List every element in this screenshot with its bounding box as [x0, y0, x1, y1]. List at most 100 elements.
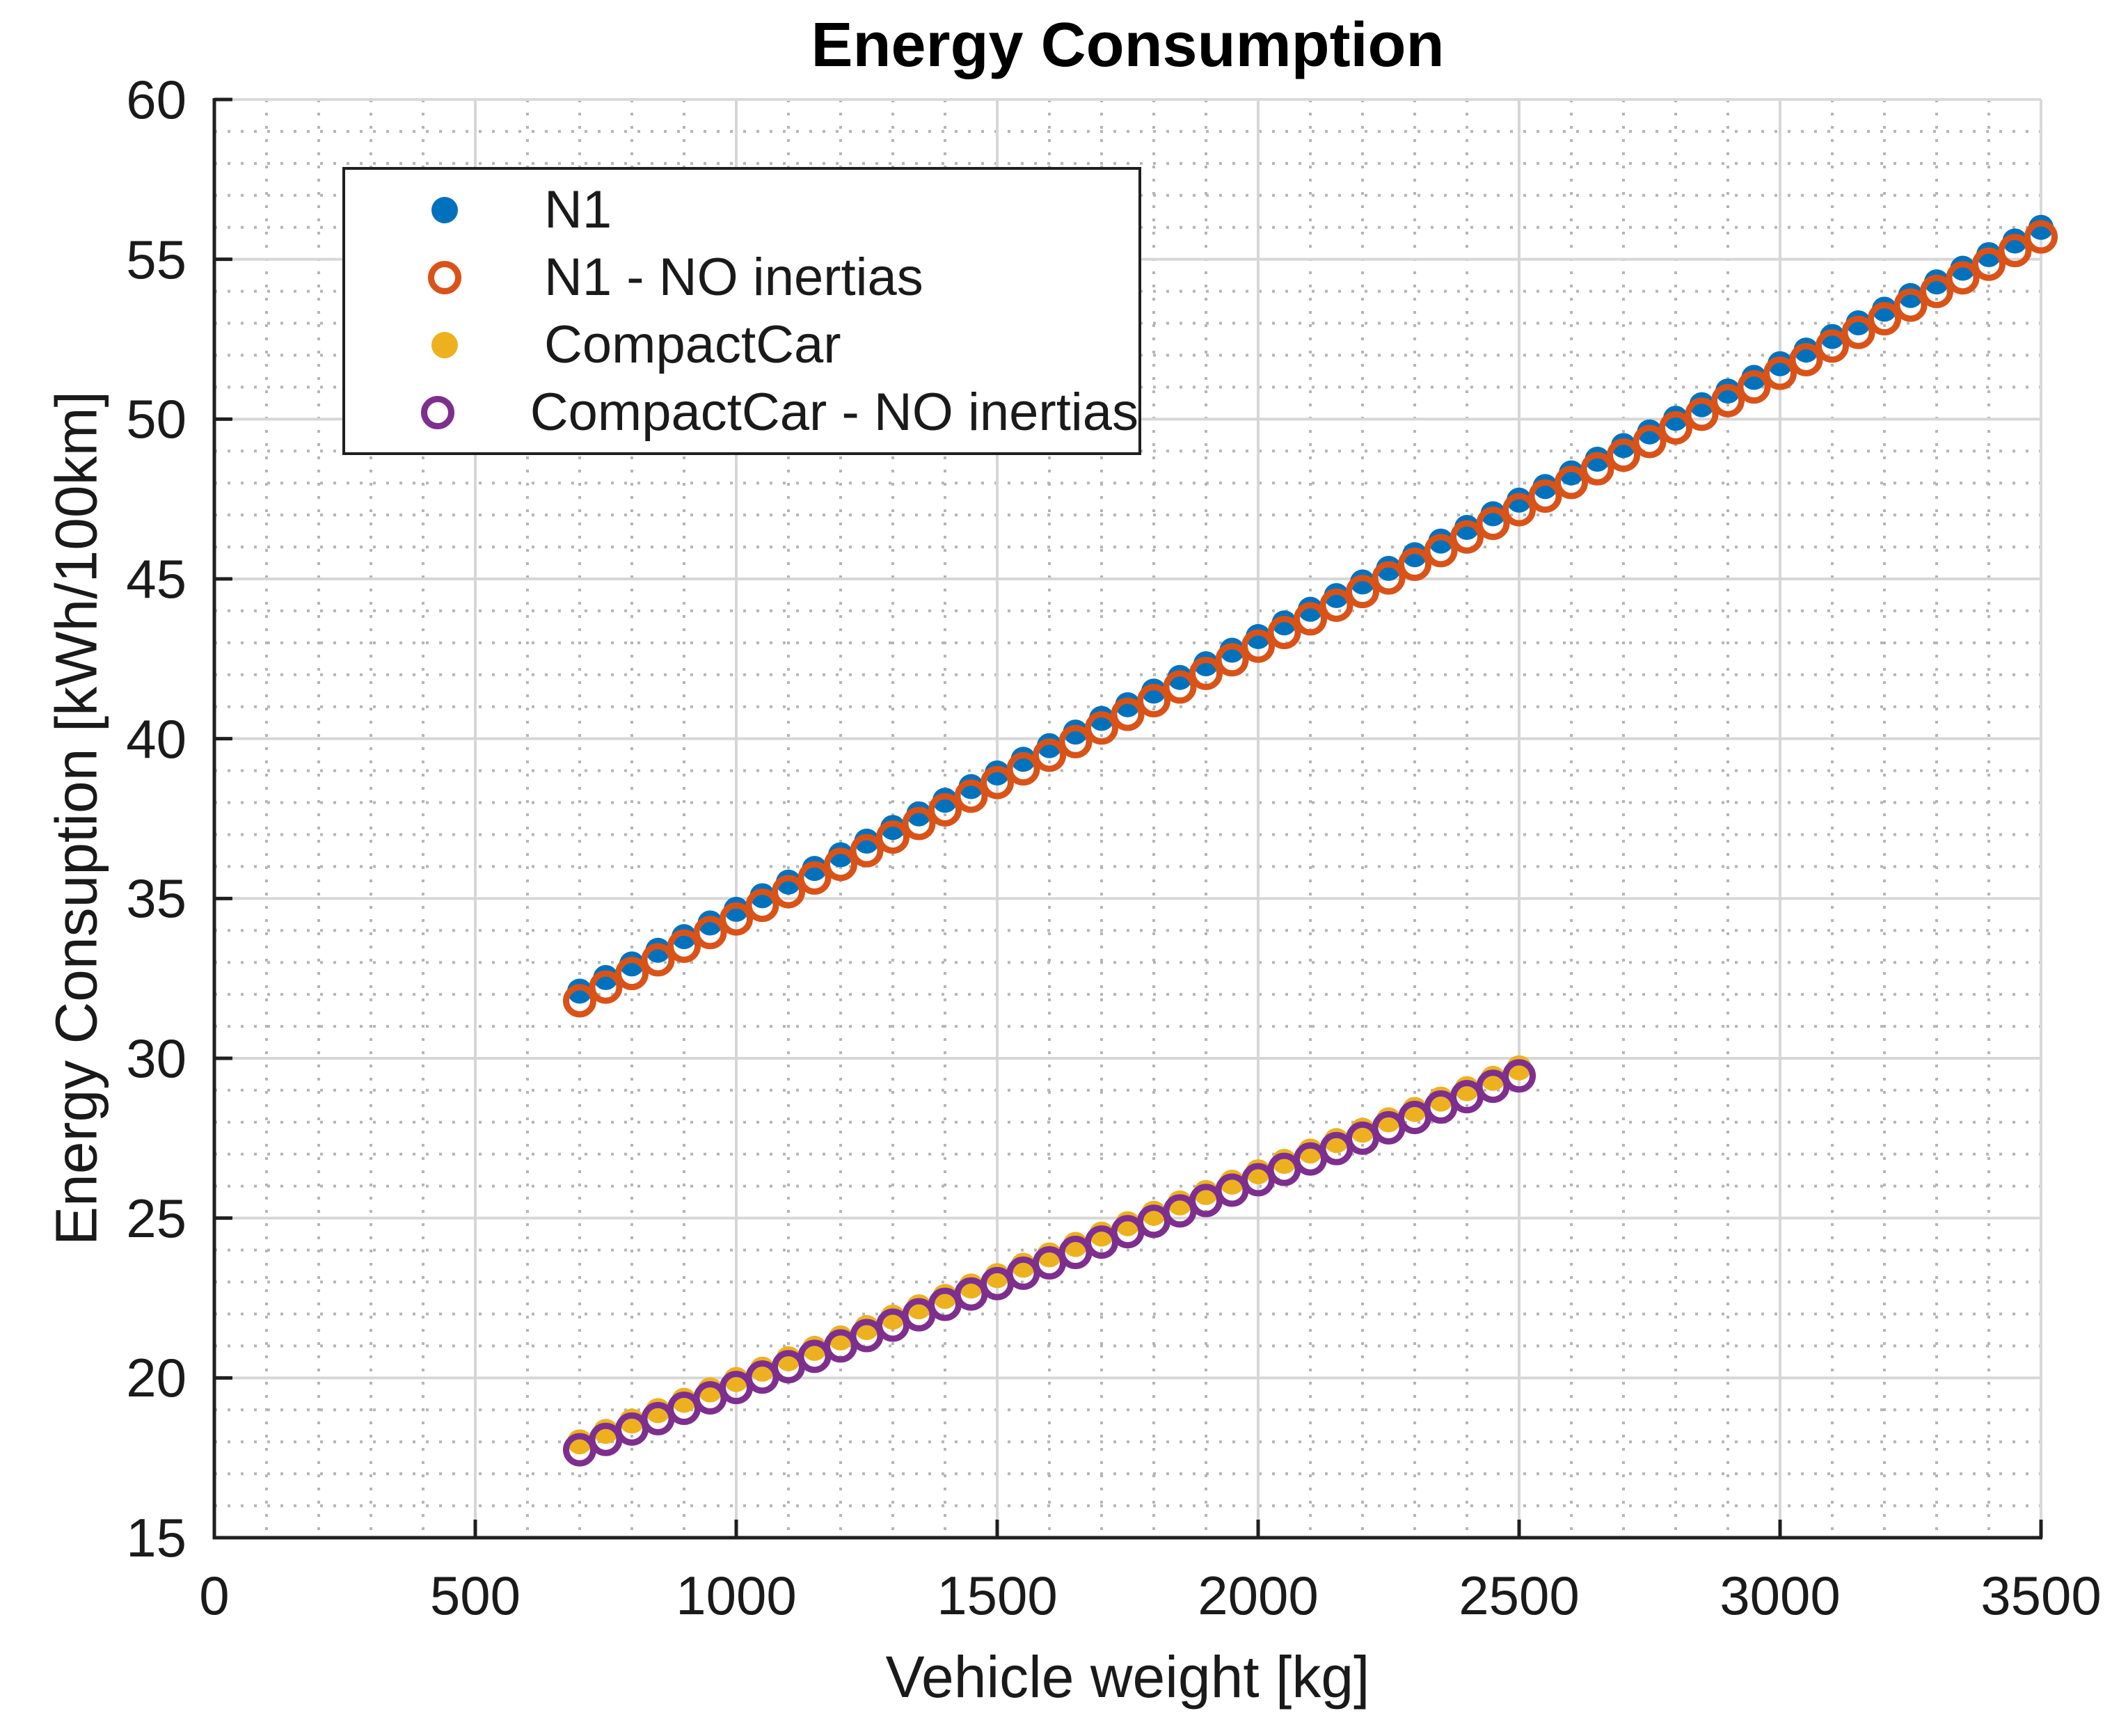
- data-point: [1633, 424, 1667, 459]
- data-point: [1402, 542, 1427, 568]
- data-point: [697, 910, 723, 936]
- data-point: [1167, 664, 1193, 690]
- x-tick-label: 3500: [1980, 1565, 2102, 1626]
- data-point: [1950, 255, 1976, 281]
- data-point: [1141, 678, 1166, 704]
- data-point: [1215, 643, 1249, 677]
- y-tick-label: 25: [126, 1187, 186, 1249]
- data-point: [876, 820, 910, 854]
- y-tick-label: 45: [126, 548, 186, 610]
- data-point: [1868, 302, 1901, 336]
- data-point: [1294, 602, 1327, 636]
- data-point: [1006, 752, 1040, 786]
- data-point: [776, 869, 801, 895]
- data-point: [1841, 315, 1875, 349]
- data-point: [1241, 629, 1275, 663]
- data-point: [1555, 465, 1588, 500]
- data-point: [1324, 583, 1349, 609]
- chart-title: Energy Consumption: [811, 10, 1445, 80]
- data-point: [567, 978, 592, 1004]
- data-point: [1585, 446, 1610, 472]
- data-point: [1611, 433, 1636, 459]
- data-point: [802, 856, 827, 882]
- data-point: [2028, 214, 2054, 240]
- data-point: [1193, 651, 1218, 677]
- data-point: [1946, 261, 1980, 295]
- data-point: [1972, 247, 2006, 281]
- data-point: [1163, 670, 1197, 704]
- x-tick-label: 0: [199, 1565, 230, 1626]
- data-point: [1845, 310, 1871, 335]
- data-point: [1480, 501, 1506, 527]
- data-point: [1768, 351, 1793, 376]
- data-point: [1033, 738, 1066, 772]
- data-point: [1037, 733, 1062, 758]
- data-point: [828, 842, 853, 868]
- data-point: [1271, 610, 1297, 636]
- data-point: [1741, 365, 1767, 390]
- legend-item: N1 - NO inertias: [345, 244, 1138, 311]
- data-point: [958, 774, 984, 799]
- data-point: [2002, 228, 2028, 254]
- data-point: [1715, 378, 1740, 404]
- open-circle-icon: [345, 255, 544, 300]
- series-compactcar-no-inertias: [563, 1059, 1536, 1467]
- x-axis-label: Vehicle weight [kg]: [885, 1644, 1370, 1710]
- data-point: [1398, 548, 1431, 582]
- data-point: [589, 970, 623, 1004]
- data-point: [772, 875, 805, 909]
- data-point: [902, 806, 936, 841]
- data-point: [1659, 411, 1692, 445]
- data-point: [928, 793, 962, 827]
- series-n1: [567, 214, 2054, 1004]
- data-point: [1450, 520, 1484, 554]
- y-tick-label: 60: [126, 69, 186, 130]
- data-point: [2024, 220, 2058, 254]
- data-point: [563, 984, 596, 1018]
- data-point: [1189, 656, 1223, 690]
- data-point: [1920, 274, 1953, 308]
- data-point: [1559, 460, 1584, 486]
- y-axis-label: Energy Consuption [kWh/100km]: [43, 391, 109, 1245]
- data-point: [1976, 241, 2001, 267]
- data-point: [1893, 288, 1928, 322]
- legend-item: CompactCar: [345, 311, 1138, 379]
- data-point: [1372, 561, 1406, 595]
- y-tick-label: 35: [126, 868, 186, 930]
- x-tick-label: 3000: [1720, 1565, 1841, 1626]
- x-tick-label: 2000: [1198, 1565, 1319, 1626]
- legend-label: N1: [544, 180, 612, 239]
- tick-marks: [212, 97, 2043, 1540]
- data-point: [1454, 515, 1479, 541]
- data-point: [1580, 452, 1614, 486]
- open-circle-icon: [345, 390, 530, 435]
- legend-label: N1 - NO inertias: [544, 248, 923, 307]
- y-tick-label: 55: [126, 228, 186, 290]
- data-point: [615, 957, 649, 991]
- legend-item: N1: [345, 176, 1138, 244]
- legend-label: CompactCar - NO inertias: [530, 383, 1138, 442]
- data-point: [1711, 383, 1745, 417]
- y-tick-label: 50: [126, 388, 186, 450]
- data-point: [985, 760, 1010, 786]
- y-tick-label: 20: [126, 1347, 186, 1409]
- data-point: [645, 937, 671, 963]
- data-point: [1532, 474, 1558, 500]
- data-point: [1607, 438, 1640, 472]
- x-tick-label: 500: [429, 1565, 521, 1626]
- data-point: [1350, 569, 1375, 595]
- data-point: [1063, 719, 1088, 745]
- data-point: [980, 765, 1014, 799]
- data-point: [1872, 296, 1897, 322]
- data-point: [880, 815, 905, 841]
- data-point: [641, 943, 675, 977]
- x-tick-label: 1000: [676, 1565, 797, 1626]
- data-point: [1685, 397, 1719, 431]
- data-point: [954, 779, 988, 813]
- data-point: [932, 788, 958, 813]
- x-tick-label: 1500: [937, 1565, 1058, 1626]
- data-point: [1267, 616, 1301, 650]
- data-point: [1737, 370, 1771, 404]
- data-point: [667, 929, 701, 963]
